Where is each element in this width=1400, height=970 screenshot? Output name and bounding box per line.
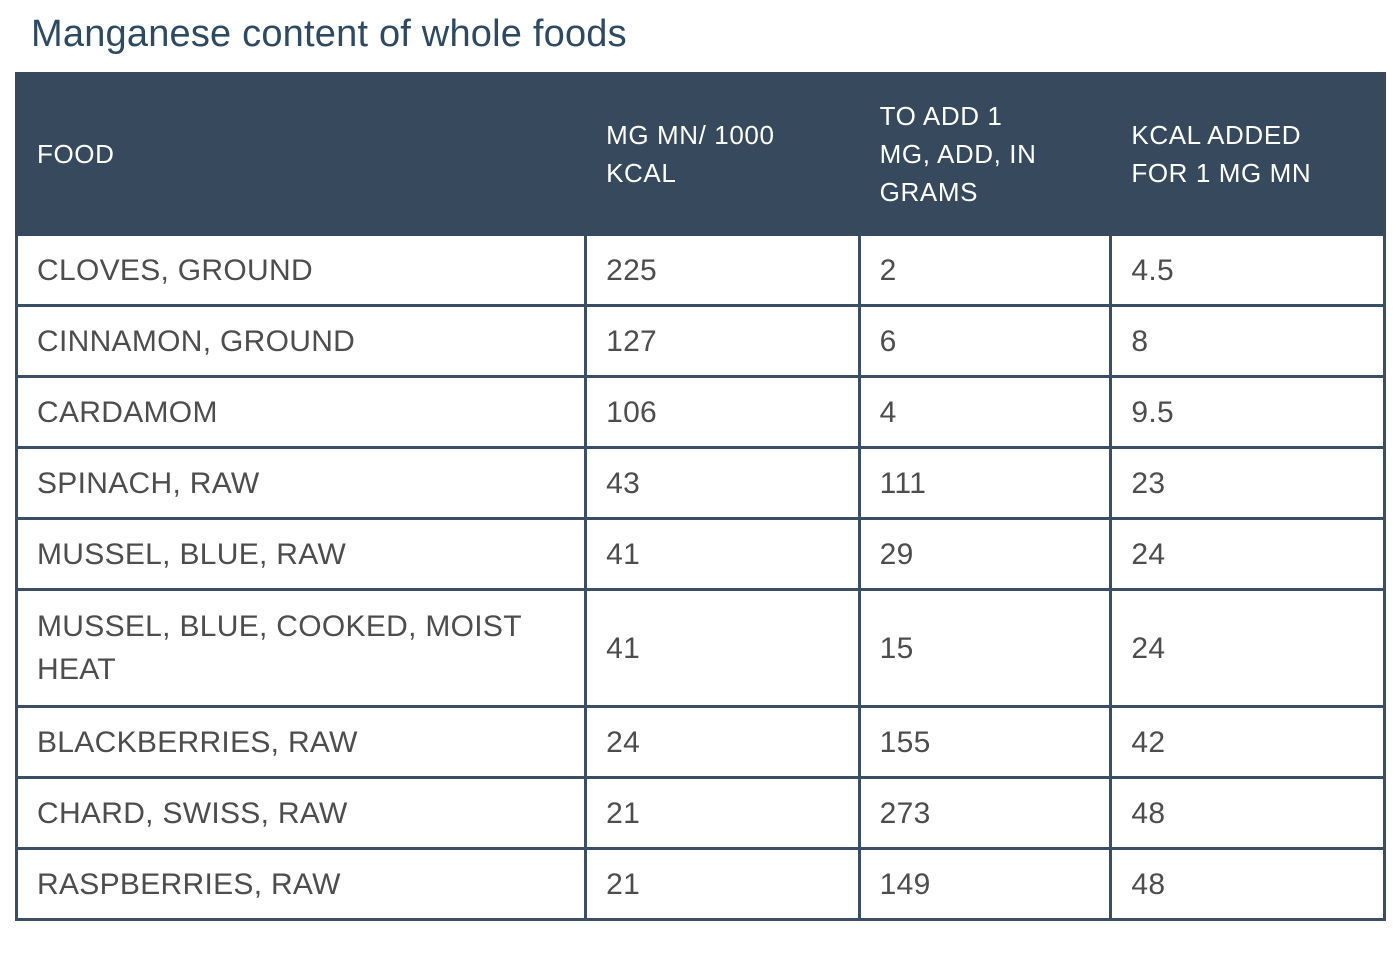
cell-mg-mn: 24 [584,705,861,779]
cell-kcal: 23 [1109,446,1386,520]
cell-food: CLOVES, GROUND [14,233,588,307]
header-line: KCAL [606,158,677,188]
cell-grams: 2 [857,233,1113,307]
header-line: MG, ADD, IN [879,139,1037,169]
table-row-cinnamon: CINNAMON, GROUND 127 6 8 [14,304,1386,378]
page-title: Manganese content of whole foods [31,13,627,55]
cell-kcal: 4.5 [1109,233,1386,307]
table-body: CLOVES, GROUND 225 2 4.5 CINNAMON, GROUN… [14,233,1386,921]
cell-mg-mn: 41 [584,517,861,591]
cell-mg-mn: 21 [584,847,861,921]
cell-kcal: 9.5 [1109,375,1386,449]
cell-mg-mn: 127 [584,304,861,378]
table-row-chard: CHARD, SWISS, RAW 21 273 48 [14,776,1386,850]
cell-grams: 6 [857,304,1113,378]
cell-food: CARDAMOM [14,375,588,449]
header-line: FOR 1 MG MN [1131,158,1312,188]
manganese-table: FOOD MG MN/ 1000 KCAL TO ADD 1 MG, ADD, … [14,72,1386,921]
cell-food: MUSSEL, BLUE, COOKED, MOIST HEAT [14,588,588,708]
cell-mg-mn: 43 [584,446,861,520]
table-row-cloves: CLOVES, GROUND 225 2 4.5 [14,233,1386,307]
cell-mg-mn: 225 [584,233,861,307]
cell-grams: 4 [857,375,1113,449]
cell-kcal: 24 [1109,588,1386,708]
header-line: MG MN/ 1000 [606,120,775,150]
cell-mg-mn: 106 [584,375,861,449]
header-line: TO ADD 1 [879,101,1003,131]
cell-kcal: 48 [1109,847,1386,921]
cell-food: SPINACH, RAW [14,446,588,520]
column-header-grams-to-add-1-mg: TO ADD 1 MG, ADD, IN GRAMS [857,72,1113,236]
header-line: FOOD [37,139,115,169]
cell-grams: 155 [857,705,1113,779]
cell-grams: 111 [857,446,1113,520]
column-header-mg-mn-per-1000-kcal: MG MN/ 1000 KCAL [584,72,861,236]
cell-grams: 273 [857,776,1113,850]
header-line: KCAL ADDED [1131,120,1302,150]
column-header-kcal-added: KCAL ADDED FOR 1 MG MN [1109,72,1386,236]
table-row-cardamom: CARDAMOM 106 4 9.5 [14,375,1386,449]
cell-grams: 15 [857,588,1113,708]
table-row-blackberries: BLACKBERRIES, RAW 24 155 42 [14,705,1386,779]
cell-food: CINNAMON, GROUND [14,304,588,378]
cell-kcal: 24 [1109,517,1386,591]
cell-mg-mn: 41 [584,588,861,708]
table-row-spinach: SPINACH, RAW 43 111 23 [14,446,1386,520]
cell-grams: 149 [857,847,1113,921]
cell-food: RASPBERRIES, RAW [14,847,588,921]
header-line: GRAMS [879,177,979,207]
table-row-mussel-cooked: MUSSEL, BLUE, COOKED, MOIST HEAT 41 15 2… [14,588,1386,708]
table-row-mussel-raw: MUSSEL, BLUE, RAW 41 29 24 [14,517,1386,591]
cell-mg-mn: 21 [584,776,861,850]
cell-food: MUSSEL, BLUE, RAW [14,517,588,591]
table-row-raspberries: RASPBERRIES, RAW 21 149 48 [14,847,1386,921]
table-header: FOOD MG MN/ 1000 KCAL TO ADD 1 MG, ADD, … [14,72,1386,236]
column-header-food: FOOD [14,72,588,236]
cell-food: CHARD, SWISS, RAW [14,776,588,850]
cell-food: BLACKBERRIES, RAW [14,705,588,779]
cell-kcal: 42 [1109,705,1386,779]
cell-kcal: 8 [1109,304,1386,378]
cell-kcal: 48 [1109,776,1386,850]
cell-grams: 29 [857,517,1113,591]
header-row: FOOD MG MN/ 1000 KCAL TO ADD 1 MG, ADD, … [14,72,1386,236]
